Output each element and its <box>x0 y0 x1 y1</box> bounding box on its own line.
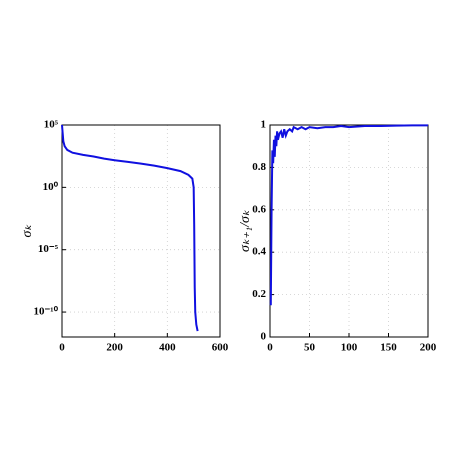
x-tick-label: 150 <box>380 342 397 354</box>
y-tick-label: 1 <box>261 119 267 131</box>
x-tick-label: 400 <box>159 342 176 354</box>
x-tick-label: 600 <box>212 342 229 354</box>
y-tick-label: 0.2 <box>252 288 266 300</box>
x-tick-label: 50 <box>304 342 316 354</box>
x-tick-label: 200 <box>106 342 123 354</box>
data-line <box>269 124 428 306</box>
y-tick-label: 0.6 <box>252 203 266 215</box>
y-tick-label: 0.8 <box>252 161 266 173</box>
y-axis-label: σₖ₊₁/σₖ <box>238 209 253 252</box>
x-tick-label: 200 <box>420 342 437 354</box>
y-tick-label: 10⁰ <box>43 181 59 193</box>
y-tick-label: 10⁵ <box>44 119 59 131</box>
plot-frame <box>61 124 221 338</box>
y-axis-label: σₖ <box>20 224 35 238</box>
x-tick-label: 0 <box>59 342 65 354</box>
y-tick-label: 10⁻⁵ <box>38 243 59 255</box>
x-tick-label: 100 <box>341 342 358 354</box>
y-tick-label: 0.4 <box>252 246 266 258</box>
x-tick-label: 0 <box>267 342 273 354</box>
y-tick-label: 10⁻¹⁰ <box>33 306 58 318</box>
data-line <box>61 124 199 332</box>
plot-frame <box>269 124 429 338</box>
y-tick-label: 0 <box>261 331 267 343</box>
